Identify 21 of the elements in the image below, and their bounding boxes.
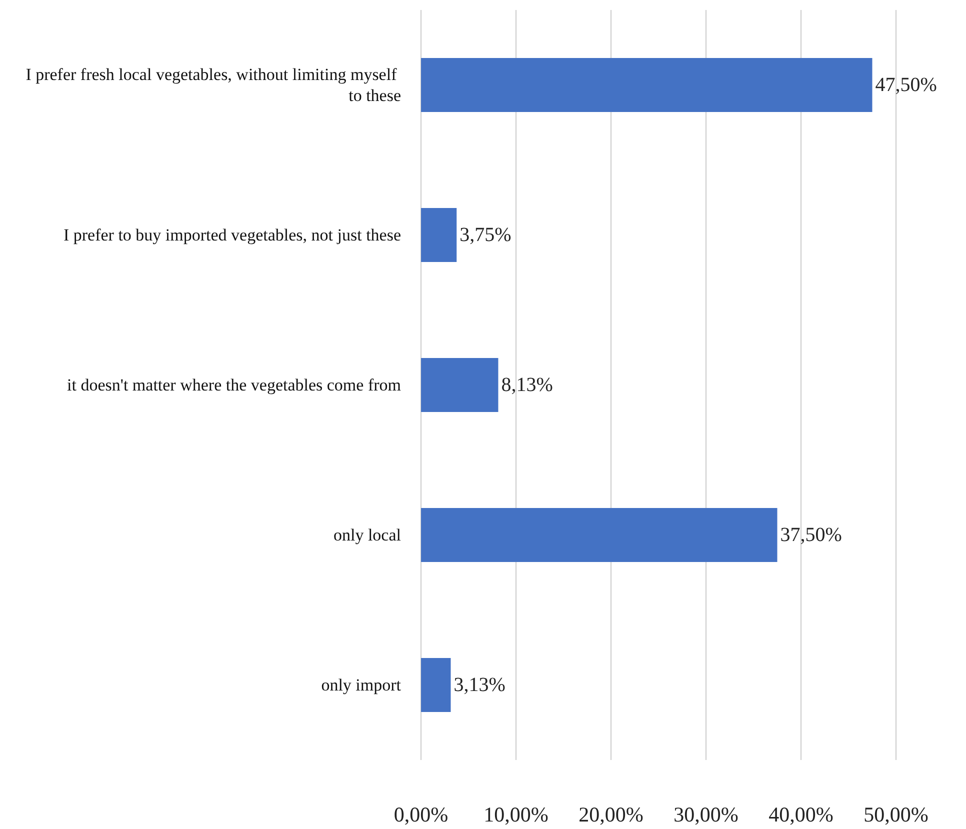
bar [421,358,498,412]
x-tick-label: 40,00% [768,802,834,826]
y-tick-label: only import [321,676,402,694]
y-tick-label: I prefer fresh local vegetables, without limiting myself to these [26,65,401,105]
data-label: 37,50% [780,524,842,546]
bar [421,508,778,562]
bar [421,208,457,262]
x-tick-label: 10,00% [484,802,548,826]
x-tick-label: 20,00% [578,802,644,826]
x-tick-label: 0,00% [394,802,448,826]
y-tick-label: I prefer to buy imported vegetables, not just these [63,226,401,244]
x-tick-label: 30,00% [674,802,738,826]
data-label: 8,13% [501,374,553,396]
y-tick-label: it doesn't matter where the vegetables come from [67,376,401,394]
bar [421,658,451,712]
data-label: 47,50% [875,74,937,96]
data-label: 3,13% [454,674,506,696]
y-tick-label: only local [333,526,402,544]
x-tick-label: 50,00% [864,802,928,826]
data-label: 3,75% [460,224,512,246]
bar [421,58,872,112]
